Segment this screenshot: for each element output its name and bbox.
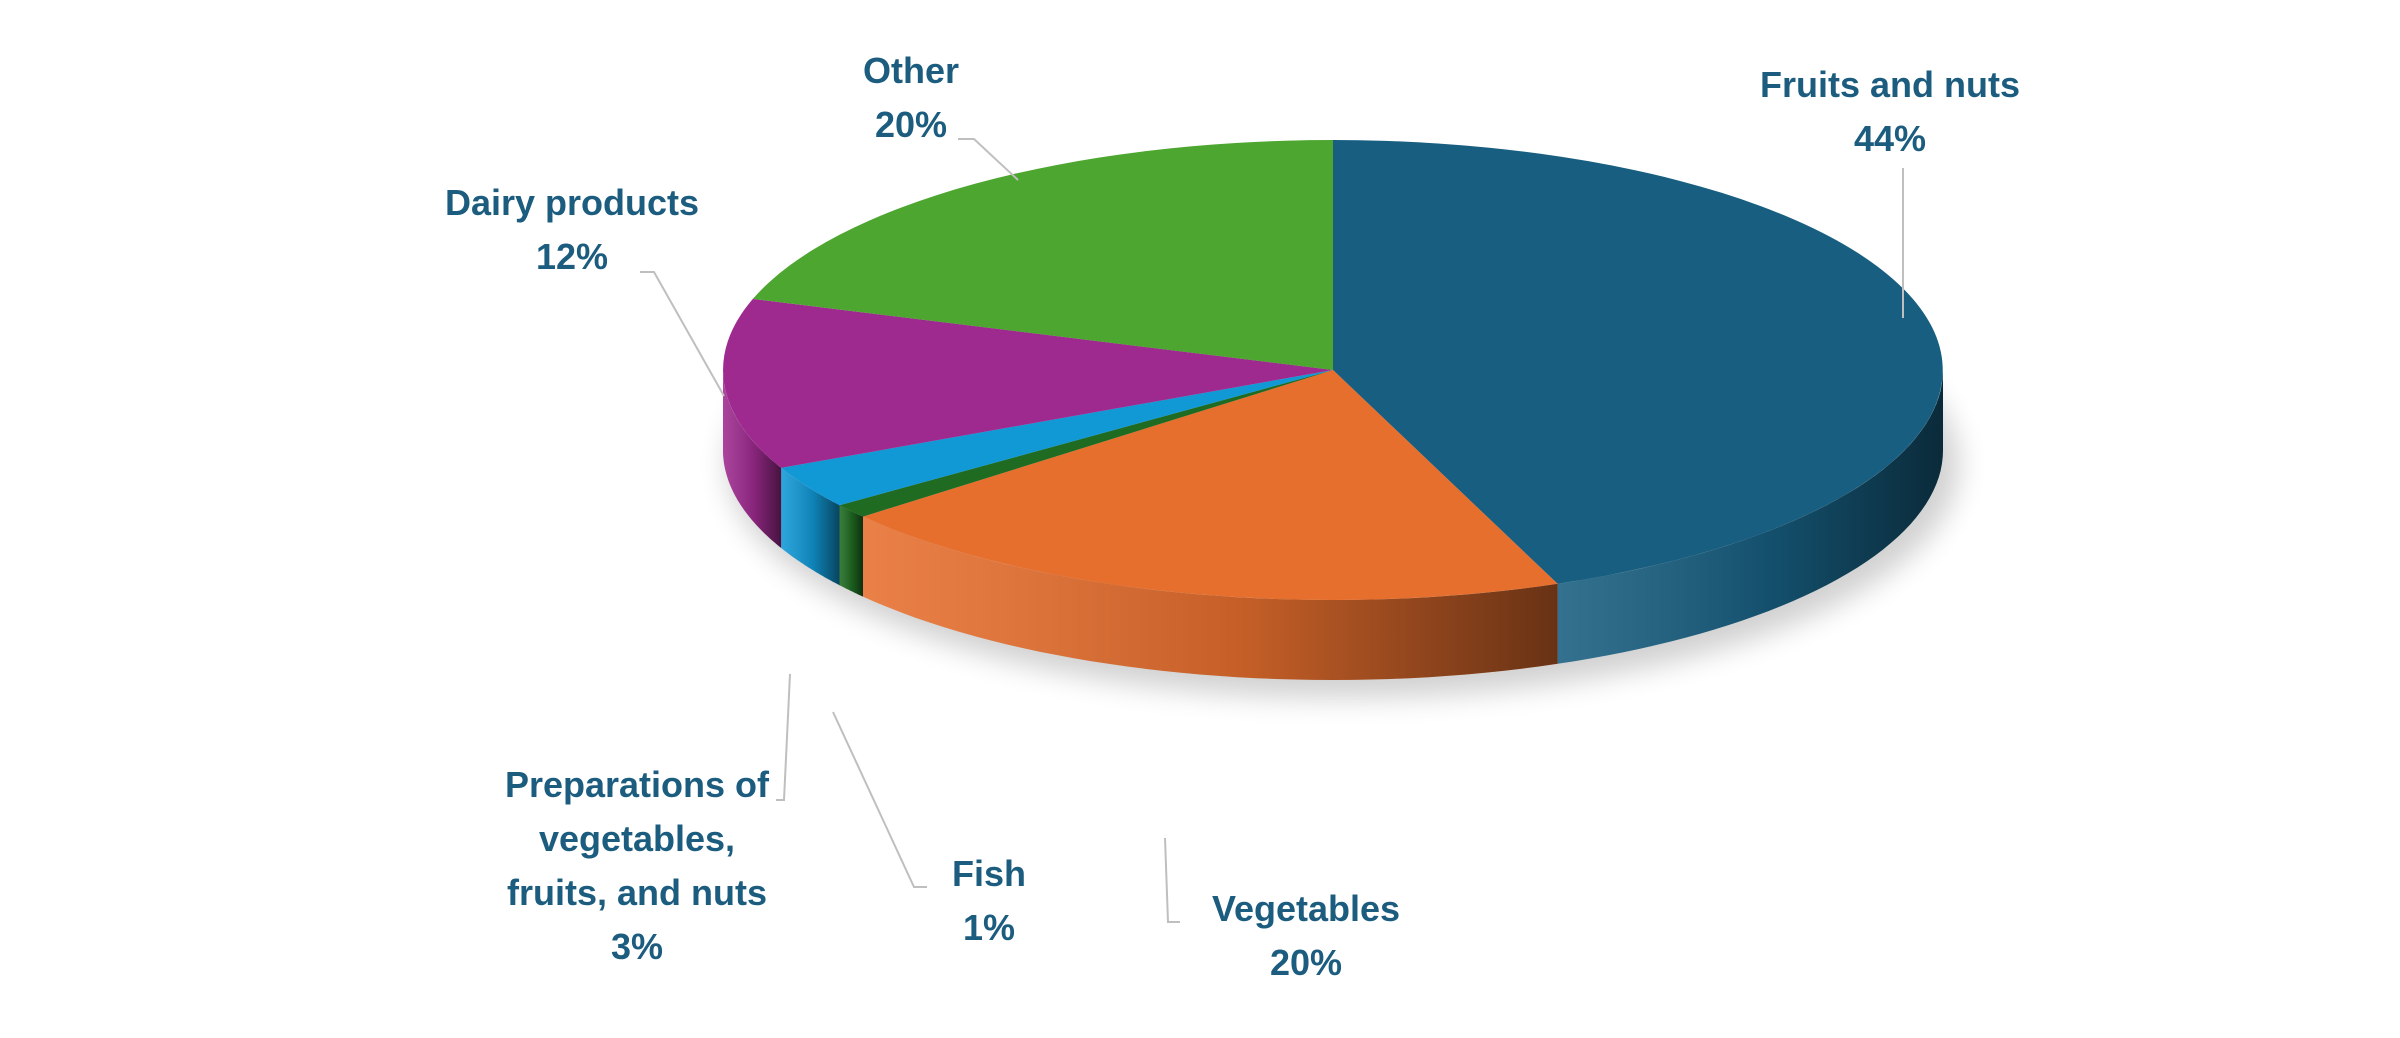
pie-slice-fish [839,370,1333,517]
pie-slice-side-shade-fish [839,505,863,597]
leader-line-dairy-products [640,271,725,397]
data-label-value-fruits-and-nuts: 44% [1854,118,1926,159]
data-label-value-vegetables: 20% [1270,942,1342,983]
data-label-name-preparations-of-vegetables-fruits-and-nuts: vegetables, [539,818,735,859]
data-label-other: Other 20% [863,50,959,145]
pie-slice-side-shade-vegetables [863,516,1558,680]
leader-line-vegetables [1164,837,1180,923]
pie-slice-preparations-of-vegetables-fruits-and-nuts [781,370,1333,506]
data-label-value-fish: 1% [963,907,1015,948]
data-label-name-dairy-products: Dairy products [445,182,699,223]
pie-slice-side-shade-fruits-and-nuts [1557,370,1943,664]
data-label-name-other: Other [863,50,959,91]
leader-line-preparations-of-vegetables-fruits-and-nuts [776,673,791,801]
data-label-name-preparations-of-vegetables-fruits-and-nuts: fruits, and nuts [507,872,767,913]
pie-slice-dairy-products [723,298,1333,468]
data-label-name-fish: Fish [952,853,1026,894]
data-label-value-dairy-products: 12% [536,236,608,277]
pie-slice-side-shade-preparations-of-vegetables-fruits-and-nuts [781,467,840,586]
leader-line-fish [832,711,927,888]
data-label-dairy-products: Dairy products 12% [445,182,699,277]
data-label-fish: Fish 1% [952,853,1026,948]
data-label-name-preparations-of-vegetables-fruits-and-nuts: Preparations of [505,764,770,805]
pie-slice-side-shade-dairy-products [723,370,782,548]
pie-slice-fruits-and-nuts [1333,140,1943,584]
pie-slice-other [752,140,1333,370]
data-label-name-fruits-and-nuts: Fruits and nuts [1760,64,2020,105]
data-label-vegetables: Vegetables 20% [1212,888,1400,983]
data-label-value-other: 20% [875,104,947,145]
pie-slice-vegetables [863,370,1558,600]
data-label-preparations-of-vegetables-fruits-and-nuts: Preparations of vegetables, fruits, and nu… [505,764,770,967]
data-label-fruits-and-nuts: Fruits and nuts 44% [1760,64,2020,159]
leader-line-other [958,138,1019,181]
data-label-value-preparations-of-vegetables-fruits-and-nuts: 3% [611,926,663,967]
data-label-name-vegetables: Vegetables [1212,888,1400,929]
